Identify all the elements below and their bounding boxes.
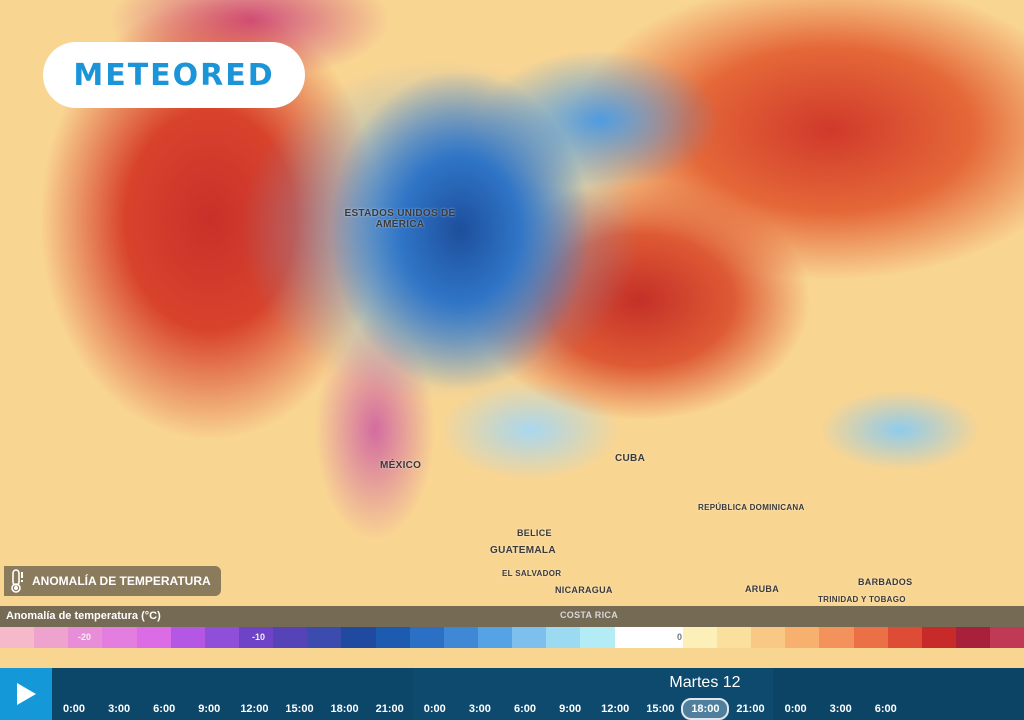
label-guatemala: GUATEMALA — [490, 545, 556, 556]
hour-tick[interactable]: 3:00 — [829, 703, 852, 715]
legend-swatch — [682, 627, 717, 648]
legend-swatch — [0, 627, 35, 648]
legend-swatch — [921, 627, 956, 648]
legend-swatch — [751, 627, 786, 648]
legend-swatch — [785, 627, 820, 648]
thermometer-icon — [11, 569, 23, 593]
label-el-salvador: EL SALVADOR — [502, 569, 562, 578]
hour-tick[interactable]: 0:00 — [423, 703, 446, 715]
legend-swatch — [409, 627, 444, 648]
label-nicaragua: NICARAGUA — [555, 585, 613, 595]
legend-swatch — [716, 627, 752, 648]
label-trinidad-tobago: TRINIDAD Y TOBAGO — [818, 595, 906, 604]
legend-colorbar — [0, 627, 1024, 648]
label-usa: ESTADOS UNIDOS DE AMÉRICA — [344, 208, 456, 230]
legend-swatch — [341, 627, 376, 648]
hour-tick[interactable]: 9:00 — [198, 703, 221, 715]
weather-map[interactable]: ESTADOS UNIDOS DE AMÉRICA MÉXICO CUBA RE… — [0, 0, 1024, 668]
day-segment — [52, 668, 413, 720]
logo-text: METEORED — [73, 57, 275, 93]
legend-swatch — [375, 627, 410, 648]
legend-swatch — [68, 627, 103, 648]
hour-tick[interactable]: 12:00 — [601, 703, 630, 715]
hour-tick[interactable]: 21:00 — [736, 703, 765, 715]
legend-swatch — [580, 627, 615, 648]
legend-swatch — [819, 627, 854, 648]
legend-swatch — [887, 627, 922, 648]
legend-swatch — [546, 627, 581, 648]
legend-tick: 0 — [677, 632, 683, 642]
legend-swatch — [307, 627, 342, 648]
legend-swatch — [136, 627, 171, 648]
play-button[interactable] — [0, 668, 52, 720]
legend-swatch — [990, 627, 1024, 648]
legend-swatch — [614, 627, 649, 648]
label-barbados: BARBADOS — [858, 577, 913, 587]
hour-tick[interactable]: 0:00 — [784, 703, 807, 715]
label-cuba: CUBA — [615, 453, 646, 464]
hour-tick[interactable]: 18:00 — [330, 703, 359, 715]
hour-tick[interactable]: 6:00 — [153, 703, 176, 715]
label-mexico: MÉXICO — [380, 460, 422, 471]
legend-swatch — [443, 627, 478, 648]
label-dominican-republic: REPÚBLICA DOMINICANA — [698, 503, 805, 512]
hour-tick[interactable]: 15:00 — [646, 703, 675, 715]
legend-swatch — [102, 627, 137, 648]
hour-tick[interactable]: 0:00 — [62, 703, 86, 715]
label-costa-rica: COSTA RICA — [560, 610, 618, 620]
layer-label: ANOMALÍA DE TEMPERATURA — [32, 574, 211, 588]
hour-tick[interactable]: 6:00 — [874, 703, 897, 715]
hour-tick[interactable]: 3:00 — [468, 703, 491, 715]
layer-selector[interactable]: ANOMALÍA DE TEMPERATURA — [4, 566, 221, 596]
legend-swatch — [648, 627, 683, 648]
legend-swatch — [512, 627, 547, 648]
legend-swatch — [853, 627, 888, 648]
meteored-logo[interactable]: METEORED — [43, 42, 305, 108]
hour-tick[interactable]: 3:00 — [108, 703, 131, 715]
legend-swatch — [955, 627, 991, 648]
legend-title: Anomalía de temperatura (°C) — [0, 606, 1024, 627]
legend-swatch — [238, 627, 274, 648]
legend-swatch — [170, 627, 205, 648]
hour-tick[interactable]: 12:00 — [240, 703, 269, 715]
hour-tick[interactable]: 21:00 — [375, 703, 404, 715]
hour-tick[interactable]: 6:00 — [513, 703, 537, 715]
legend-swatch — [204, 627, 239, 648]
day-segment — [773, 668, 1024, 720]
label-aruba: ARUBA — [745, 584, 779, 594]
play-icon — [17, 683, 36, 705]
hour-tick[interactable]: 9:00 — [559, 703, 582, 715]
legend-tick: -10 — [252, 632, 266, 642]
timeline[interactable]: Martes 12 0:00 3:00 6:00 9:00 12:00 15:00 18:0… — [0, 668, 1024, 720]
label-belize: BELICE — [517, 528, 552, 538]
legend-swatch — [273, 627, 308, 648]
hour-tick[interactable]: 18:00 — [681, 698, 730, 720]
legend-swatch — [34, 627, 69, 648]
legend-swatch — [477, 627, 513, 648]
current-day-label: Martes 12 — [669, 674, 741, 691]
legend-tick: -20 — [78, 632, 92, 642]
hour-tick[interactable]: 15:00 — [285, 703, 314, 715]
